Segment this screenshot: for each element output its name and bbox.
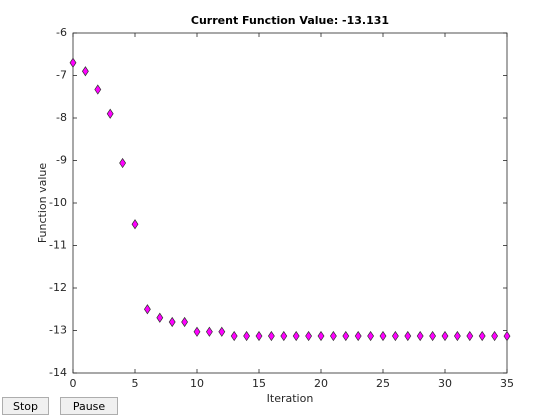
x-tick-label: 0 xyxy=(70,377,77,390)
y-tick-label: -7 xyxy=(56,69,67,82)
stop-button[interactable]: Stop xyxy=(2,397,49,415)
axes-box xyxy=(72,32,508,374)
point xyxy=(131,219,139,230)
x-tick-label: 10 xyxy=(190,377,204,390)
point xyxy=(503,330,511,342)
point xyxy=(441,330,449,342)
y-tick-label: -13 xyxy=(49,324,67,337)
point xyxy=(218,326,226,337)
y-tick-label: -8 xyxy=(56,111,67,124)
point xyxy=(342,330,350,342)
y-tick-label: -12 xyxy=(49,281,67,294)
x-tick-label: 30 xyxy=(438,377,452,390)
point xyxy=(491,330,499,342)
point xyxy=(429,330,437,342)
point xyxy=(367,330,375,342)
point xyxy=(379,330,387,342)
point xyxy=(453,330,461,342)
point xyxy=(243,330,251,342)
y-tick-label: -10 xyxy=(49,196,67,209)
y-tick-label: -11 xyxy=(49,239,67,252)
y-tick-label: -9 xyxy=(56,154,67,167)
point xyxy=(255,330,263,342)
point xyxy=(416,330,424,342)
point xyxy=(94,84,102,95)
point xyxy=(305,330,313,342)
y-tick-label: -6 xyxy=(56,26,67,39)
point xyxy=(354,330,362,342)
point xyxy=(404,330,412,342)
point xyxy=(119,157,127,169)
point xyxy=(466,330,474,342)
point xyxy=(69,57,77,68)
point xyxy=(181,316,189,328)
point xyxy=(168,316,176,328)
x-tick-label: 20 xyxy=(314,377,328,390)
point xyxy=(267,330,275,342)
point xyxy=(81,66,89,77)
x-tick-label: 35 xyxy=(500,377,514,390)
x-tick-label: 5 xyxy=(132,377,139,390)
y-axis-label: Function value xyxy=(36,163,49,244)
point xyxy=(329,330,337,342)
point xyxy=(193,326,201,337)
x-tick-label: 15 xyxy=(252,377,266,390)
y-tick-label: -14 xyxy=(49,366,67,379)
x-axis-label: Iteration xyxy=(267,392,314,405)
point xyxy=(391,330,399,342)
x-tick-label: 25 xyxy=(376,377,390,390)
point xyxy=(280,330,288,342)
point xyxy=(317,330,325,342)
chart-title: Current Function Value: -13.131 xyxy=(191,14,389,27)
point xyxy=(143,304,151,315)
pause-button[interactable]: Pause xyxy=(60,397,118,415)
point xyxy=(106,108,114,119)
point xyxy=(230,330,238,342)
point xyxy=(478,330,486,342)
point xyxy=(156,312,164,323)
point xyxy=(292,330,300,342)
point xyxy=(205,326,213,337)
